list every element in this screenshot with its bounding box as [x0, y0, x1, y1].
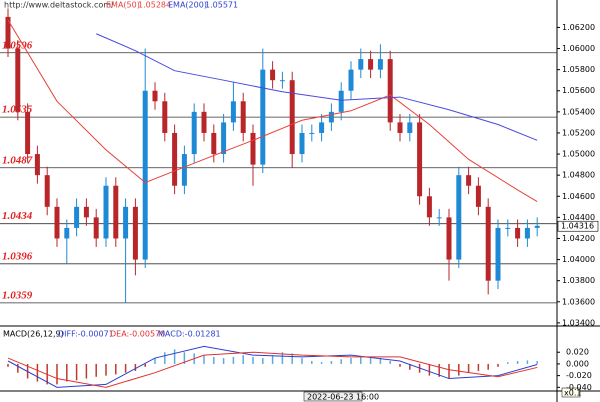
macd-title: MACD(26,12,9) [3, 330, 64, 339]
y-tick-label: 1.04600 [562, 192, 595, 201]
candle-body [446, 217, 452, 260]
y-tick-label: 1.05200 [562, 128, 595, 137]
candle-body [279, 80, 285, 82]
macd-dea-label: DEA:-0.00570 [110, 330, 165, 339]
y-tick-label: 1.03600 [562, 297, 595, 306]
candle-body [240, 101, 246, 133]
candle-body [103, 185, 109, 239]
candle-body [505, 227, 511, 229]
candle-body [495, 227, 501, 281]
candle-body [250, 132, 256, 165]
candle-body [368, 59, 374, 70]
y-tick-label: 1.06200 [562, 23, 595, 32]
candle-body [338, 90, 344, 112]
candle-body [426, 196, 432, 218]
price-tag [557, 220, 599, 232]
candle-body [221, 122, 227, 155]
y-tick-label: 1.04400 [562, 213, 595, 222]
candle-body [113, 185, 119, 239]
candle-body [417, 122, 423, 197]
candle-body [534, 225, 540, 228]
macd-y-tick-label: -0.020 [566, 371, 592, 380]
ema200-name: EMA(200) [168, 1, 207, 10]
candle-body [348, 69, 354, 91]
candle-body [64, 227, 70, 239]
level-label: 1.0396 [2, 250, 33, 262]
level-label: 1.0487 [2, 154, 33, 166]
candle-body [172, 132, 178, 186]
ema50-name: EMA(50) [106, 1, 140, 10]
candle-body [25, 111, 31, 155]
level-label: 1.0434 [2, 210, 33, 222]
candle-body [5, 16, 11, 49]
macd-y-tick-label: 0.000 [566, 359, 589, 368]
candle-body [74, 206, 80, 228]
source-url: http://www.deltastock.com/ [4, 1, 114, 10]
ema200-value: 1.05571 [205, 1, 238, 10]
y-tick-label: 1.06000 [562, 44, 595, 53]
y-tick-label: 1.03400 [562, 318, 595, 327]
candle-body [44, 175, 50, 207]
candle-body [309, 132, 315, 134]
candle-body [230, 101, 236, 123]
candle-body [152, 90, 158, 102]
macd-line [7, 351, 538, 388]
candle-body [123, 206, 129, 239]
candle-body [191, 111, 197, 155]
candle-body [299, 132, 305, 155]
candle-body [181, 154, 187, 186]
y-tick-label: 1.04000 [562, 255, 595, 264]
candle-body [397, 122, 403, 133]
ema50-value: 1.05284 [138, 1, 171, 10]
candle-body [34, 154, 40, 176]
candle-body [358, 59, 364, 70]
y-tick-label: 1.04800 [562, 171, 595, 180]
candle-body [485, 206, 491, 281]
candle-body [83, 206, 89, 218]
candle-body [475, 185, 481, 207]
y-tick-label: 1.03800 [562, 276, 595, 285]
candle-body [162, 101, 168, 133]
candle-body [142, 90, 148, 260]
candle-body [15, 48, 21, 112]
macd-y-tick-label: -0.040 [566, 383, 592, 392]
candle-body [377, 59, 383, 70]
macd-line [7, 345, 538, 388]
y-tick-label: 1.05600 [562, 86, 595, 95]
candle-body [436, 217, 442, 219]
candle-body [515, 227, 521, 239]
candle-body [387, 59, 393, 123]
ema-line [7, 19, 538, 202]
macd-value-label: MACD:-0.01281 [158, 330, 221, 339]
y-tick-label: 1.04200 [562, 234, 595, 243]
candle-body [407, 122, 413, 133]
ema-line [96, 33, 538, 141]
macd-scale-label: x0.1 [564, 389, 581, 398]
candle-body [289, 80, 295, 155]
candle-body [201, 111, 207, 133]
price-tag-label: 1.04316 [561, 222, 594, 231]
y-tick-label: 1.05400 [562, 107, 595, 116]
candle-body [211, 132, 217, 155]
candle-body [319, 122, 325, 133]
time-label: 2022-06-23 16:00 [307, 393, 379, 402]
time-box [303, 391, 363, 402]
candle-body [524, 227, 530, 239]
candle-body [466, 175, 472, 186]
candle-body [328, 111, 334, 123]
level-label: 1.0359 [2, 289, 33, 301]
scale-box [561, 387, 581, 398]
y-tick-label: 1.05000 [562, 150, 595, 159]
macd-diff-label: DIFF:-0.00071 [58, 330, 114, 339]
candle-body [270, 69, 276, 81]
y-tick-label: 1.05800 [562, 65, 595, 74]
candle-body [93, 217, 99, 239]
candle-body [456, 175, 462, 260]
candle-body [132, 206, 138, 260]
candle-body [54, 206, 60, 239]
candle-body [260, 69, 266, 165]
macd-y-tick-label: 0.020 [566, 348, 589, 357]
